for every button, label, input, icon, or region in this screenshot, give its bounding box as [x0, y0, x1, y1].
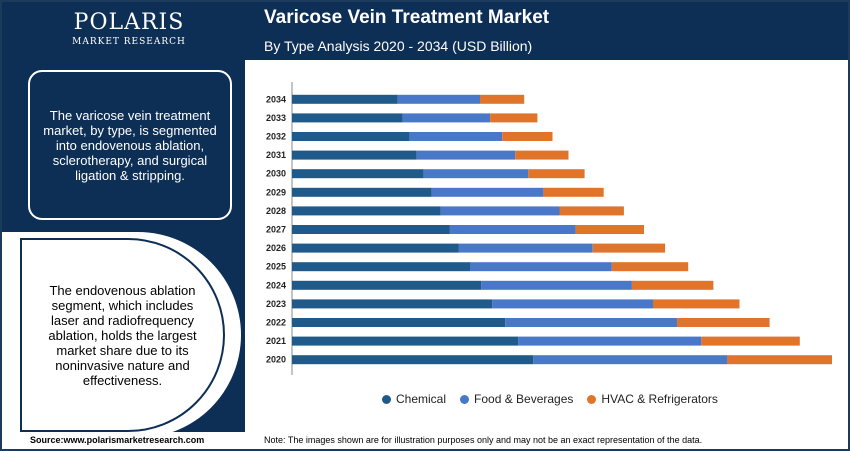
legend-item: Food & Beverages [460, 392, 573, 406]
bar-segment [502, 132, 553, 141]
legend-label: Food & Beverages [474, 392, 574, 406]
bar-segment [402, 113, 491, 123]
bar-segment [292, 150, 417, 160]
bar-segment [292, 169, 424, 179]
bar-segment [727, 355, 832, 365]
source-text: Source:www.polarismarketresearch.com [30, 435, 205, 445]
stacked-bar-chart: 2034 2033 2032 2031 2030 2029 2028 2027 2026 2025… [266, 82, 832, 375]
bar-segment [292, 280, 482, 290]
bar-segment [292, 243, 459, 253]
bar-segment [458, 243, 593, 253]
disclaimer-note: Note: The images shown are for illustrat… [264, 435, 703, 445]
footer: Source:www.polarismarketresearch.com Not… [2, 432, 848, 449]
bar-segment [481, 280, 632, 290]
bar-segment [292, 132, 410, 141]
bar-segment [292, 262, 470, 272]
y-tick-label: 2022 [266, 318, 286, 328]
bar-segment [559, 206, 624, 216]
legend-item: Chemical [382, 392, 446, 406]
y-tick-label: 2023 [266, 299, 286, 309]
bar-segment [701, 336, 800, 346]
highlight-box: The endovenous ablation segment, which i… [20, 238, 225, 432]
bar-segment [292, 299, 493, 309]
bar-segment [292, 206, 441, 216]
header-band [245, 2, 848, 60]
legend-swatch [382, 394, 391, 404]
bar-segment [515, 150, 569, 160]
chart-legend: Chemical Food & Beverages HVAC & Refrigera… [382, 392, 718, 406]
bar-segment [416, 150, 516, 160]
bar-segment [505, 318, 678, 327]
bar-segment [292, 336, 519, 346]
bar-segment [653, 299, 740, 309]
bar-segment [292, 187, 432, 197]
y-tick-label: 2030 [266, 169, 286, 179]
legend-label: HVAC & Refrigerators [601, 392, 718, 406]
bar-segment [518, 336, 702, 346]
chart-title: Varicose Vein Treatment Market [264, 7, 550, 28]
bar-segment [292, 113, 403, 123]
summary-box: The varicose vein treatment market, by t… [28, 70, 232, 220]
bar-segment [440, 206, 560, 216]
bar-segment [543, 187, 604, 197]
bar-segment [292, 225, 450, 234]
summary-text: The varicose vein treatment market, by t… [43, 107, 217, 183]
bar-segment [533, 355, 728, 365]
bar-segment [292, 355, 534, 365]
y-tick-label: 2024 [266, 280, 286, 290]
y-tick-label: 2027 [266, 225, 286, 235]
bar-segment [592, 243, 666, 253]
y-tick-label: 2032 [266, 132, 286, 142]
y-tick-label: 2026 [266, 243, 286, 253]
y-tick-label: 2020 [266, 355, 286, 365]
legend-swatch [460, 394, 470, 404]
legend-swatch [587, 394, 597, 404]
bar-segment [677, 318, 770, 327]
y-tick-label: 2025 [266, 262, 286, 272]
bar-segment [575, 225, 644, 234]
bar-segment [480, 94, 525, 104]
chart-subtitle: By Type Analysis 2020 - 2034 (USD Billio… [264, 38, 533, 54]
bar-segment [449, 225, 576, 234]
bar-segment [292, 94, 398, 104]
bar-segment [409, 132, 503, 141]
legend-item: HVAC & Refrigerators [587, 392, 718, 406]
brand-subtitle: MARKET RESEARCH [72, 37, 186, 47]
bar-segment [631, 280, 714, 290]
bar-segment [431, 187, 544, 197]
bar-segment [490, 113, 538, 123]
bar-segment [397, 94, 481, 104]
y-tick-label: 2021 [266, 336, 286, 346]
y-tick-label: 2028 [266, 206, 286, 216]
bar-segment [611, 262, 689, 272]
highlight-text: The endovenous ablation segment, which i… [48, 282, 197, 388]
y-tick-label: 2033 [266, 113, 286, 123]
y-tick-label: 2031 [266, 150, 286, 160]
y-tick-label: 2029 [266, 187, 286, 197]
bar-segment [292, 318, 506, 327]
bar-segment [528, 169, 585, 179]
legend-label: Chemical [396, 392, 447, 406]
bar-segment [492, 299, 653, 309]
bar-segment [470, 262, 612, 272]
bar-segment [423, 169, 529, 179]
y-tick-label: 2034 [266, 94, 286, 104]
brand-logo: POLARIS MARKET RESEARCH [64, 10, 194, 48]
brand-name: POLARIS [73, 10, 185, 35]
